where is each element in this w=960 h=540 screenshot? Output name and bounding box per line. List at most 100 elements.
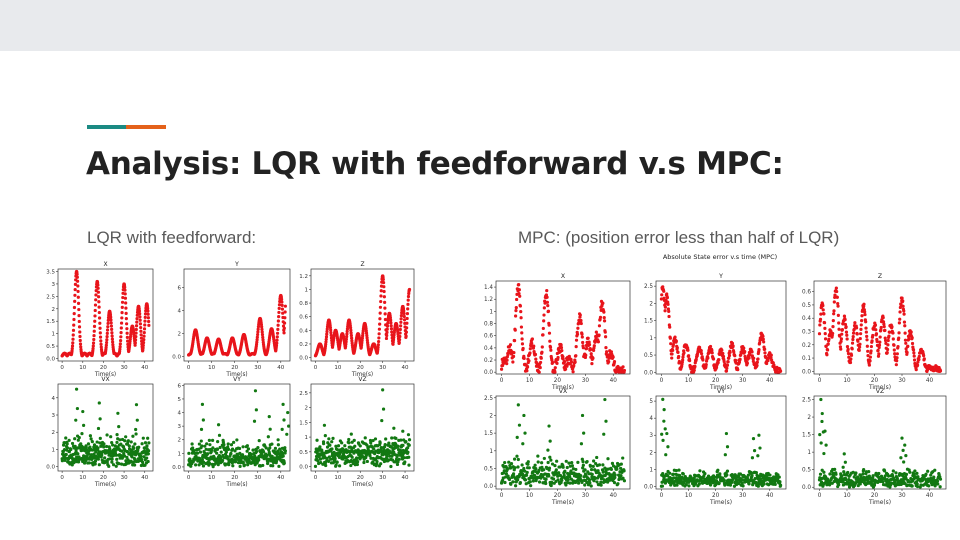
mpc-vy-point [717,481,721,485]
lqr-z-point [377,332,381,336]
mpc-x-point [533,352,538,357]
mpc-z-y-tick-label: 0.1 [802,356,811,362]
lqr-vz-x-tick-label: 30 [379,475,386,481]
lqr-x-point [73,293,77,297]
lqr-vz-point [324,463,328,468]
lqr-vy-point [276,443,280,447]
mpc-x-point [574,338,579,342]
lqr-x-point [141,346,145,350]
mpc-x-point [542,313,546,317]
mpc-vy-point [661,438,665,442]
lqr-vz-point [313,464,318,468]
mpc-z-point [877,352,881,356]
mpc-vz-point [904,454,908,458]
lqr-z-point [329,333,333,337]
slide-canvas [0,51,960,540]
mpc-vx-x-tick-label: 0 [500,493,504,499]
mpc-z-point [838,334,842,338]
lqr-x-point [123,288,127,292]
mpc-y-y-tick-label: 0.5 [644,353,653,359]
lqr-x-point [124,306,128,310]
mpc-vz-point [833,467,837,471]
mpc-vx-y-tick-label: 2 [489,413,493,419]
lqr-x-point [105,331,109,335]
lqr-vx-point [93,459,98,463]
lqr-x-point [77,319,81,324]
lqr-vx-point [137,445,141,449]
lqr-z-point [406,298,410,302]
lqr-x-point [94,293,98,297]
lqr-vy-y-tick-label: 3 [178,424,182,430]
mpc-x-y-tick-label: 1.2 [484,297,493,303]
mpc-vx-point [569,469,573,473]
lqr-vy-point [266,435,270,439]
lqr-z-point [386,318,390,323]
lqr-z-point [405,316,409,321]
mpc-vx-point [511,480,515,484]
mpc-z-point [859,323,863,327]
mpc-z-point [839,337,844,341]
lqr-z-point [385,330,389,334]
lqr-vz-y-tick-label: 2.5 [299,391,308,397]
mpc-vx-point [606,457,610,461]
lqr-vx-y-tick-label: 1 [52,447,56,453]
lqr-z-point [344,340,348,344]
lqr-vy-x-axis-label: Time(s) [225,482,247,488]
lqr-x-point [92,324,97,328]
lqr-z-point [378,322,382,326]
lqr-z-point [389,324,393,328]
lqr-vz-point [363,436,367,440]
mpc-vx-point [570,460,574,465]
lqr-z-axes-frame [310,268,415,362]
lqr-z-point [348,326,353,330]
mpc-vz-point [841,465,845,469]
mpc-z-point [907,337,911,341]
lqr-z-point [398,327,402,332]
mpc-vx-point [517,423,522,427]
mpc-z-axes-frame [813,280,947,375]
lqr-vx-point [96,446,100,450]
lqr-x-point [76,301,81,305]
lqr-vy-axes-frame [183,383,291,472]
mpc-vz-point [867,470,871,474]
mpc-x-point [512,350,516,355]
mpc-z-point [843,317,847,322]
mpc-y-point [711,357,716,361]
mpc-vy-x-tick-label: 40 [766,493,774,499]
lqr-z-point [406,302,410,306]
mpc-vz-point [916,475,920,479]
lqr-x-point [97,310,101,315]
mpc-vx-point [589,484,593,488]
lqr-vz-panel-title: VZ [358,376,366,383]
lqr-vz-point [337,455,341,459]
mpc-z-point [868,359,872,363]
lqr-vy-point [194,454,198,459]
mpc-z-point [870,339,874,343]
mpc-x-point [597,333,601,337]
mpc-x-point [541,326,545,331]
mpc-x-point [511,354,516,358]
mpc-x-point [550,360,555,364]
lqr-vx-point [117,425,121,429]
lqr-z-point [384,336,389,341]
mpc-vy-point [752,449,757,453]
mpc-x-point [514,309,518,313]
mpc-vx-point [536,460,540,464]
mpc-z-point [840,332,844,336]
mpc-vx-point [544,481,548,486]
mpc-x-point [541,333,545,337]
lqr-vx-x-tick-label: 20 [100,475,107,481]
lqr-x-point [110,327,114,331]
mpc-z-point [876,354,881,358]
lqr-y-y-tick-label: 4 [178,308,182,314]
lqr-vx-x-tick-label: 40 [141,475,148,481]
mpc-y-point [693,364,697,369]
mpc-x-point [549,348,553,352]
mpc-x-x-tick-label: 30 [582,378,590,384]
mpc-vx-point [585,480,589,485]
lqr-z-point [349,328,353,332]
mpc-z-point [891,337,895,341]
